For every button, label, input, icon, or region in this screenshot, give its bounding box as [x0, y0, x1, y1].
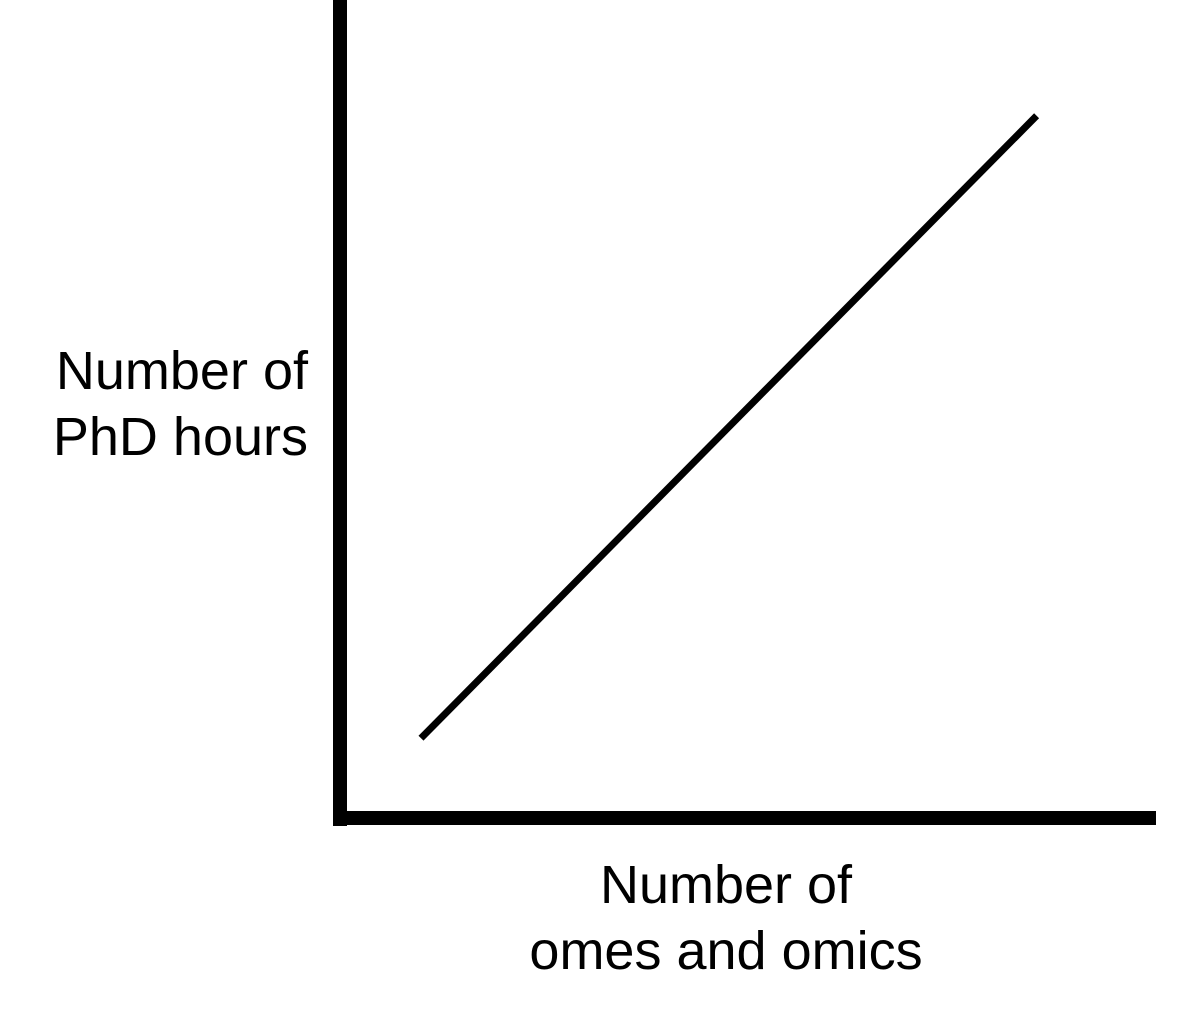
- x-axis-label-line-2: omes and omics: [529, 921, 923, 981]
- y-axis-label: Number of PhD hours: [53, 338, 308, 470]
- y-axis-label-line-1: Number of: [55, 341, 308, 401]
- series-layer: [418, 113, 1040, 741]
- x-axis-label-line-1: Number of: [599, 855, 853, 915]
- series-line-1: [418, 113, 1040, 741]
- x-axis-label: Number of omes and omics: [529, 852, 922, 984]
- y-axis-label-line-2: PhD hours: [52, 407, 308, 467]
